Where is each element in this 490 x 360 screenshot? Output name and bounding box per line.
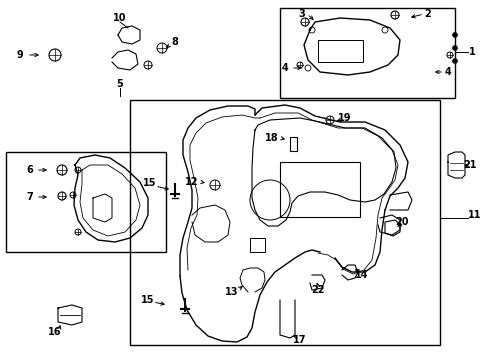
Text: 15: 15 — [141, 295, 155, 305]
Text: 16: 16 — [48, 327, 62, 337]
Text: 22: 22 — [311, 285, 325, 295]
Bar — [250, 238, 265, 252]
Text: 15: 15 — [143, 178, 157, 188]
Text: 11: 11 — [468, 210, 482, 220]
Text: 21: 21 — [463, 160, 477, 170]
Bar — [6, 152, 166, 252]
Text: 7: 7 — [26, 192, 33, 202]
Bar — [290, 137, 297, 151]
Text: 3: 3 — [298, 9, 305, 19]
Text: 2: 2 — [425, 9, 431, 19]
Bar — [280, 162, 360, 217]
Text: 14: 14 — [355, 270, 369, 280]
Text: 4: 4 — [444, 67, 451, 77]
Circle shape — [452, 32, 458, 37]
Bar — [318, 40, 363, 62]
Circle shape — [452, 45, 458, 50]
Text: 6: 6 — [26, 165, 33, 175]
Text: 20: 20 — [395, 217, 409, 227]
Bar — [280, 8, 455, 98]
Circle shape — [452, 59, 458, 63]
Text: 1: 1 — [468, 47, 475, 57]
Text: 17: 17 — [293, 335, 307, 345]
Text: 5: 5 — [117, 79, 123, 89]
Text: 10: 10 — [113, 13, 127, 23]
Text: 12: 12 — [185, 177, 199, 187]
Text: 13: 13 — [225, 287, 239, 297]
Bar — [130, 100, 440, 345]
Text: 8: 8 — [172, 37, 178, 47]
Text: 9: 9 — [17, 50, 24, 60]
Text: 4: 4 — [282, 63, 289, 73]
Text: 19: 19 — [338, 113, 352, 123]
Text: 18: 18 — [265, 133, 279, 143]
